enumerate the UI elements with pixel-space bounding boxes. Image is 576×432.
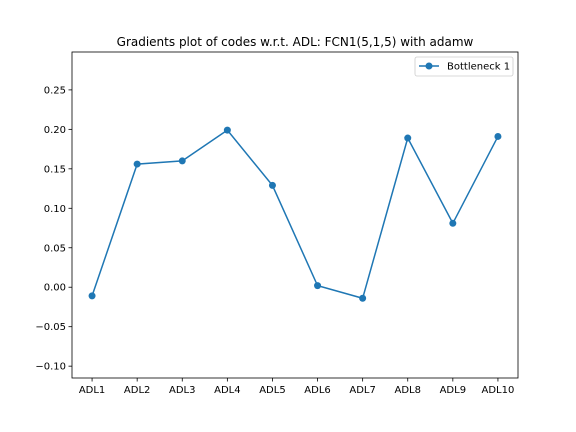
y-tick-label: 0.15 bbox=[44, 164, 66, 175]
x-tick-label: ADL9 bbox=[440, 385, 466, 396]
legend-series-marker bbox=[425, 62, 433, 70]
y-axis: −0.10 −0.05 0.00 0.05 0.10 0.15 0.20 0.25 bbox=[35, 85, 72, 373]
x-tick-label: ADL4 bbox=[214, 385, 240, 396]
data-point bbox=[133, 160, 141, 168]
x-tick-label: ADL10 bbox=[482, 385, 515, 396]
series-line bbox=[91, 129, 499, 300]
data-point bbox=[223, 126, 231, 134]
x-tick-label: ADL5 bbox=[259, 385, 285, 396]
chart-title: Gradients plot of codes w.r.t. ADL: FCN1… bbox=[117, 35, 474, 49]
y-tick-label: −0.05 bbox=[35, 322, 66, 333]
y-tick-label: 0.20 bbox=[44, 125, 66, 136]
x-axis: ADL1 ADL2 ADL3 ADL4 ADL5 ADL6 ADL7 ADL8 ADL9 ADL1… bbox=[79, 378, 515, 396]
data-point bbox=[449, 219, 457, 227]
y-tick-label: −0.10 bbox=[35, 362, 66, 373]
plot-frame bbox=[71, 51, 519, 379]
series-layer bbox=[88, 126, 502, 302]
data-point bbox=[359, 294, 367, 302]
x-tick-label: ADL6 bbox=[304, 385, 330, 396]
legend-series-label: Bottleneck 1 bbox=[447, 62, 510, 73]
legend-box bbox=[414, 56, 514, 77]
y-tick-label: 0.10 bbox=[44, 204, 66, 215]
y-tick-label: 0.00 bbox=[44, 283, 66, 294]
x-tick-label: ADL8 bbox=[394, 385, 420, 396]
x-tick-label: ADL7 bbox=[349, 385, 375, 396]
data-point bbox=[494, 132, 502, 140]
x-tick-label: ADL2 bbox=[124, 385, 150, 396]
y-tick-label: 0.05 bbox=[44, 243, 66, 254]
legend: Bottleneck 1 bbox=[414, 56, 514, 77]
data-point bbox=[404, 134, 412, 142]
data-point bbox=[314, 282, 322, 290]
data-point bbox=[178, 157, 186, 165]
x-tick-label: ADL3 bbox=[169, 385, 195, 396]
x-tick-label: ADL1 bbox=[79, 385, 105, 396]
y-tick-label: 0.25 bbox=[44, 85, 66, 96]
data-point bbox=[268, 181, 276, 189]
data-point bbox=[88, 292, 96, 300]
